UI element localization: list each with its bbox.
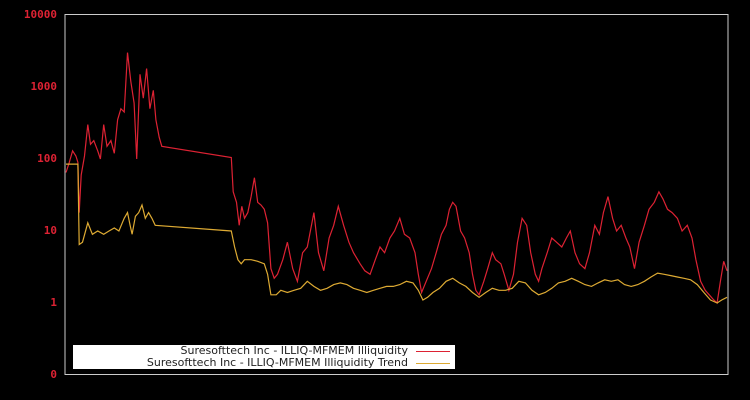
legend-label: Suresofttech Inc - ILLIQ-MFMEM Illiquidi… [146, 356, 408, 369]
legend-item-trend: Suresofttech Inc - ILLIQ-MFMEM Illiquidi… [147, 357, 455, 369]
y-tick-10: 10 [43, 224, 57, 237]
legend-swatch-gold [416, 362, 450, 364]
y-tick-10000: 10000 [23, 8, 57, 21]
y-tick-0: 0 [50, 368, 57, 381]
legend-label: Suresofttech Inc - ILLIQ-MFMEM Illiquidi… [180, 344, 409, 357]
legend-swatch-red [416, 350, 450, 352]
y-tick-1: 1 [50, 296, 57, 309]
y-tick-100: 100 [37, 152, 57, 165]
legend-item-illiquidity: Suresofttech Inc - ILLIQ-MFMEM Illiquidi… [181, 345, 456, 357]
y-tick-1000: 1000 [30, 80, 58, 93]
illiquidity-line [65, 52, 728, 305]
illiquidity-trend-line [66, 163, 728, 304]
plot-frame [64, 14, 729, 375]
legend: Suresofttech Inc - ILLIQ-MFMEM Illiquidi… [73, 345, 455, 369]
